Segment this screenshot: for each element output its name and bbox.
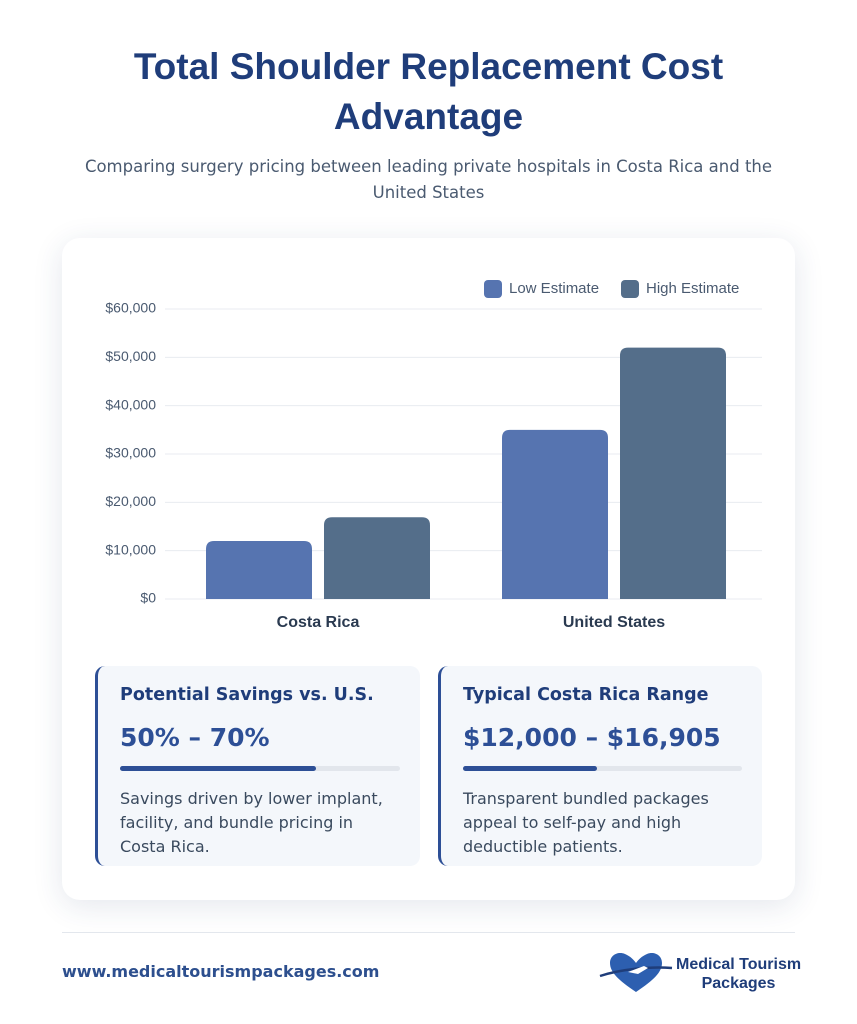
x-tick-label: Costa Rica — [277, 614, 360, 631]
y-tick-label: $30,000 — [105, 445, 156, 461]
logo-line: Packages — [701, 975, 776, 992]
y-tick-label: $60,000 — [105, 300, 156, 316]
card-value: $12,000 – $16,905 — [463, 723, 721, 752]
divider — [62, 932, 795, 933]
bar — [206, 541, 312, 599]
y-tick-label: $10,000 — [105, 541, 156, 557]
bar — [324, 517, 430, 599]
card-title: Typical Costa Rica Range — [463, 685, 709, 705]
y-tick-label: $0 — [140, 590, 156, 606]
card: Potential Savings vs. U.S. 50% – 70% Sav… — [95, 666, 420, 866]
logo-line: Medical Tourism — [676, 956, 802, 973]
card-text: Transparent bundled packages appeal to s… — [463, 789, 709, 856]
bar — [620, 347, 726, 599]
legend-swatch — [621, 280, 639, 298]
footer-url: www.medicaltourismpackages.com — [62, 962, 380, 981]
card-value: 50% – 70% — [120, 723, 270, 752]
progress-fill — [463, 766, 597, 771]
logo-icon — [599, 953, 673, 992]
card-text: Savings driven by lower implant, facilit… — [120, 789, 383, 856]
y-tick-label: $20,000 — [105, 493, 156, 509]
legend-label: Low Estimate — [509, 280, 599, 297]
chart: $0 $10,000 $20,000 $30,000 $40,000 $50,000 $60… — [105, 280, 762, 631]
y-tick-label: $50,000 — [105, 348, 156, 364]
progress-track — [463, 766, 742, 771]
x-tick-label: United States — [563, 614, 665, 631]
legend-swatch — [484, 280, 502, 298]
y-tick-label: $40,000 — [105, 396, 156, 412]
subtitle: Comparing surgery pricing between leadin… — [84, 157, 773, 202]
title: Total Shoulder Replacement Cost Advantag… — [133, 46, 724, 137]
card-title: Potential Savings vs. U.S. — [120, 685, 374, 705]
bar — [502, 429, 608, 599]
progress-fill — [120, 766, 316, 771]
logo-text: Medical Tourism Packages — [676, 955, 801, 993]
progress-track — [120, 766, 400, 771]
card: Typical Costa Rica Range $12,000 – $16,9… — [438, 666, 762, 866]
legend-label: High Estimate — [646, 280, 739, 297]
